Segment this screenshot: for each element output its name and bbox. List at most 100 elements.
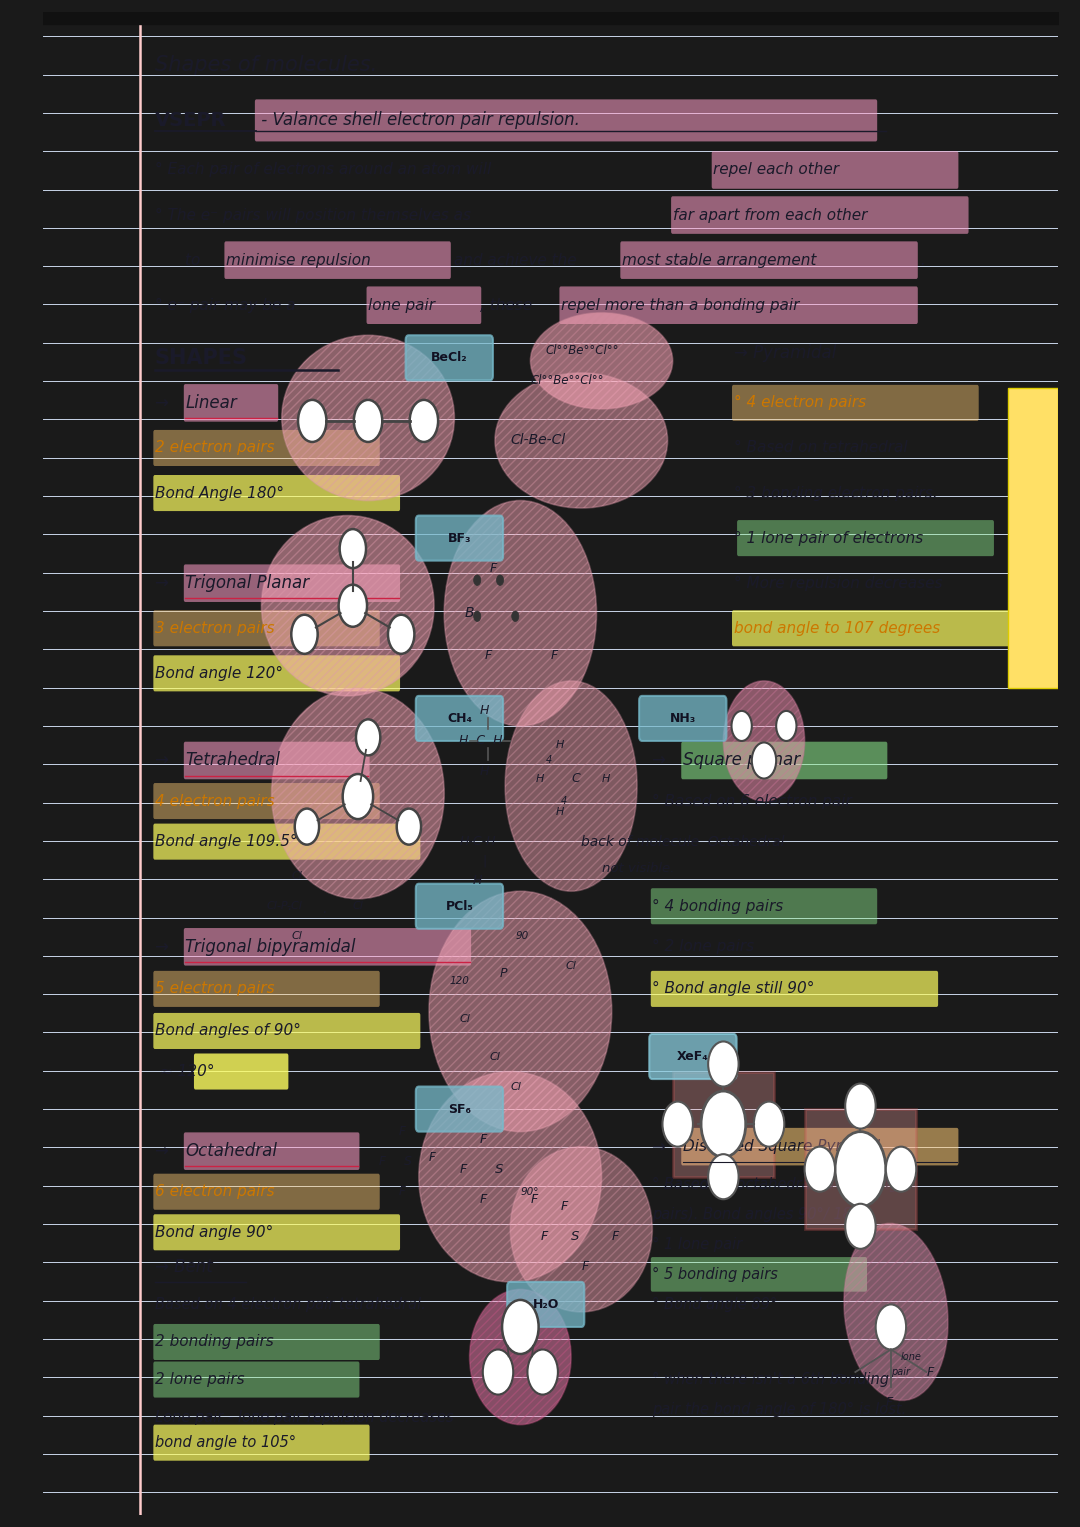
Circle shape	[298, 400, 326, 441]
Circle shape	[339, 585, 367, 626]
Text: H-C-H: H-C-H	[459, 835, 496, 847]
Ellipse shape	[272, 689, 444, 899]
Circle shape	[876, 1304, 906, 1350]
Text: F: F	[581, 1260, 589, 1274]
Ellipse shape	[530, 313, 673, 409]
Circle shape	[886, 1147, 916, 1191]
Text: F: F	[541, 1231, 548, 1243]
Circle shape	[662, 1101, 693, 1147]
Text: Cl: Cl	[459, 1014, 470, 1025]
Text: bond angle to 105°: bond angle to 105°	[154, 1435, 296, 1451]
Text: Distorted Square Pyramid.: Distorted Square Pyramid.	[683, 1139, 885, 1154]
Ellipse shape	[419, 1072, 602, 1281]
FancyBboxPatch shape	[732, 611, 1050, 646]
FancyBboxPatch shape	[651, 889, 877, 924]
Text: VSEPR: VSEPR	[154, 111, 227, 130]
Text: →: →	[154, 938, 174, 956]
Text: 2 lone pairs: 2 lone pairs	[154, 1373, 244, 1387]
Ellipse shape	[724, 681, 805, 802]
Circle shape	[292, 615, 318, 654]
Text: to: to	[186, 252, 205, 267]
Text: .: .	[322, 902, 327, 916]
Ellipse shape	[510, 1147, 652, 1312]
Text: F: F	[399, 1185, 405, 1199]
FancyBboxPatch shape	[184, 565, 400, 602]
Text: Bond angle 90°: Bond angle 90°	[154, 1225, 273, 1240]
Text: .: .	[287, 899, 292, 913]
Text: 120: 120	[449, 976, 469, 986]
Text: Cl: Cl	[490, 1052, 501, 1061]
Text: , these: , these	[480, 298, 537, 313]
Text: SHAPES: SHAPES	[154, 348, 248, 368]
Ellipse shape	[272, 689, 444, 899]
Text: ° 2 lone pairs: ° 2 lone pairs	[652, 939, 755, 954]
Text: F: F	[378, 1156, 384, 1168]
Text: repel more than a bonding pair: repel more than a bonding pair	[561, 298, 799, 313]
Text: pairs). Bond angles 90°/ 180°: pairs). Bond angles 90°/ 180°	[652, 1206, 868, 1222]
Ellipse shape	[429, 892, 611, 1132]
Text: ≈ 120°: ≈ 120°	[160, 1064, 215, 1080]
Text: Bond angle 109.5°: Bond angle 109.5°	[154, 834, 297, 849]
Ellipse shape	[261, 516, 434, 696]
FancyBboxPatch shape	[153, 655, 400, 692]
FancyBboxPatch shape	[184, 1133, 360, 1170]
Ellipse shape	[495, 373, 667, 508]
Text: NH₃: NH₃	[670, 712, 696, 725]
Text: pair: pair	[891, 1367, 909, 1377]
Text: 2 electron pairs: 2 electron pairs	[154, 440, 274, 455]
Text: Bond Angle 180°: Bond Angle 180°	[154, 486, 284, 501]
FancyBboxPatch shape	[681, 742, 888, 779]
Text: BeCl₂: BeCl₂	[431, 351, 468, 365]
Text: H: H	[556, 741, 564, 750]
Text: Cl: Cl	[566, 962, 577, 971]
Text: H: H	[473, 873, 482, 887]
Text: ° More repulsion decreases: ° More repulsion decreases	[733, 576, 942, 591]
Text: ° 4 bonding pairs: ° 4 bonding pairs	[652, 899, 784, 913]
Text: ° Based on tetrahedral: ° Based on tetrahedral	[733, 440, 907, 455]
Text: B: B	[464, 606, 474, 620]
FancyBboxPatch shape	[153, 1214, 400, 1251]
Text: →: →	[154, 394, 174, 412]
Circle shape	[805, 1147, 835, 1191]
Text: F: F	[530, 1193, 538, 1206]
FancyBboxPatch shape	[153, 823, 420, 860]
Text: XeF₄: XeF₄	[677, 1051, 708, 1063]
Text: Octahedral: Octahedral	[186, 1142, 278, 1161]
FancyBboxPatch shape	[416, 696, 503, 741]
FancyBboxPatch shape	[153, 611, 380, 646]
Circle shape	[388, 615, 415, 654]
Text: ° when there isn't a 6th bonding: ° when there isn't a 6th bonding	[652, 1373, 889, 1387]
FancyBboxPatch shape	[651, 971, 939, 1006]
FancyBboxPatch shape	[184, 742, 369, 779]
Text: 90°: 90°	[521, 1186, 539, 1197]
Text: F: F	[561, 1200, 568, 1214]
FancyBboxPatch shape	[1008, 388, 1058, 689]
Circle shape	[752, 742, 777, 779]
Text: ° Based on octahedral (6 bonding: ° Based on octahedral (6 bonding	[652, 1177, 899, 1191]
FancyBboxPatch shape	[153, 1362, 360, 1397]
Text: ° 1 lone pair of electrons: ° 1 lone pair of electrons	[733, 530, 922, 545]
Text: F: F	[551, 649, 558, 661]
Circle shape	[835, 1132, 886, 1206]
Text: pair the bond angle of 180° is lost.: pair the bond angle of 180° is lost.	[652, 1402, 906, 1417]
Circle shape	[527, 1350, 558, 1394]
Text: .: .	[916, 252, 926, 267]
FancyBboxPatch shape	[416, 884, 503, 928]
Circle shape	[497, 576, 503, 585]
Text: H: H	[602, 774, 610, 783]
Text: Cl: Cl	[353, 901, 364, 912]
Text: F: F	[480, 1133, 487, 1145]
FancyBboxPatch shape	[153, 1324, 380, 1361]
Text: F: F	[485, 649, 492, 661]
Ellipse shape	[530, 313, 673, 409]
Ellipse shape	[282, 336, 455, 501]
Ellipse shape	[282, 336, 455, 501]
Text: F: F	[399, 1125, 405, 1138]
Circle shape	[483, 1350, 513, 1394]
FancyBboxPatch shape	[559, 287, 918, 324]
Ellipse shape	[843, 1223, 948, 1400]
Ellipse shape	[261, 516, 434, 696]
Text: →: →	[154, 574, 174, 592]
Text: Bond angles of 90°: Bond angles of 90°	[154, 1023, 300, 1038]
Text: ° The e⁻ pairs will position themselves as: ° The e⁻ pairs will position themselves …	[154, 208, 476, 223]
